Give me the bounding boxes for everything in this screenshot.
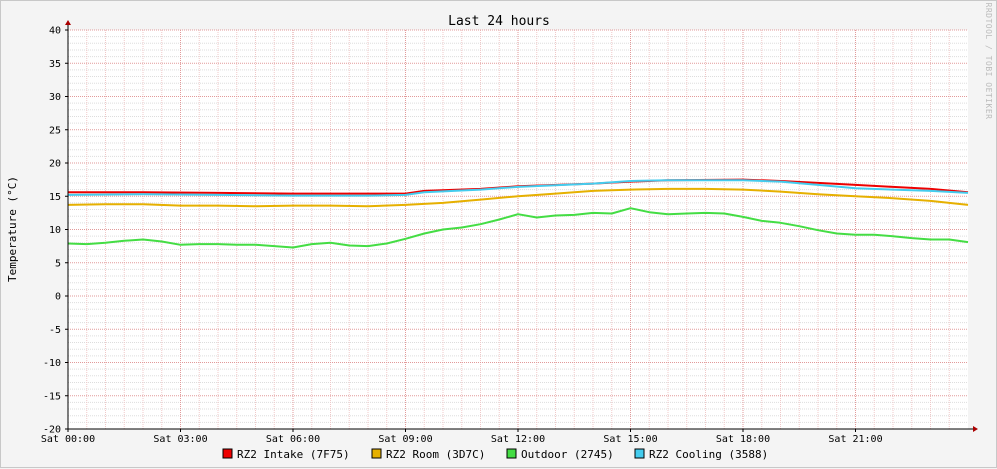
legend-label: Outdoor (2745) — [521, 448, 614, 461]
x-tick-label: Sat 12:00 — [491, 434, 545, 445]
y-tick-label: 30 — [49, 92, 61, 103]
x-tick-label: Sat 21:00 — [828, 434, 882, 445]
series-line-4 — [67, 179, 969, 197]
legend-label: RZ2 Cooling (3588) — [649, 448, 768, 461]
y-tick-label: 35 — [49, 59, 61, 70]
legend-label: RZ2 Intake (7F75) — [237, 448, 350, 461]
legend-swatch — [222, 448, 233, 459]
legend-item: RZ2 Cooling (3588) — [634, 448, 768, 461]
y-tick-label: -5 — [49, 325, 61, 336]
y-tick-label: 40 — [49, 26, 61, 37]
legend-label: RZ2 Room (3D7C) — [386, 448, 485, 461]
axes — [65, 20, 978, 432]
chart-title: Last 24 hours — [448, 14, 550, 29]
series-line-3 — [67, 207, 969, 249]
y-axis-arrow — [65, 20, 71, 25]
y-tick-label: 15 — [49, 192, 61, 203]
x-tick-labels: Sat 00:00 Sat 03:00 Sat 06:00 Sat 09:00 Sat … — [41, 429, 883, 445]
y-tick-label: 25 — [49, 125, 61, 136]
x-tick-label: Sat 15:00 — [603, 434, 657, 445]
legend-swatch — [506, 448, 517, 459]
y-tick-label: -10 — [43, 358, 61, 369]
y-tick-label: -20 — [43, 425, 61, 436]
x-tick-label: Sat 09:00 — [378, 434, 432, 445]
y-tick-labels: 40 35 30 25 20 15 10 5 0 -5 -10 -15 -20 — [43, 26, 68, 436]
y-tick-label: 5 — [55, 258, 61, 269]
y-tick-label: 10 — [49, 225, 61, 236]
x-tick-label: Sat 06:00 — [266, 434, 320, 445]
y-tick-label: 0 — [55, 292, 61, 303]
legend: RZ2 Intake (7F75) RZ2 Room (3D7C) Outdoor … — [222, 448, 768, 461]
watermark-text: RRDTOOL / TOBI OETIKER — [984, 3, 993, 120]
x-tick-label: Sat 00:00 — [41, 434, 95, 445]
legend-item: Outdoor (2745) — [506, 448, 614, 461]
legend-swatch — [634, 448, 645, 459]
y-tick-label: -15 — [43, 391, 61, 402]
y-axis-label: Temperature (°C) — [6, 176, 19, 282]
legend-swatch — [371, 448, 382, 459]
grid — [67, 29, 968, 430]
legend-item: RZ2 Room (3D7C) — [371, 448, 485, 461]
series-line-2 — [67, 187, 969, 208]
x-tick-label: Sat 03:00 — [153, 434, 207, 445]
legend-item: RZ2 Intake (7F75) — [222, 448, 350, 461]
series-lines — [67, 178, 969, 249]
x-tick-label: Sat 18:00 — [716, 434, 770, 445]
x-axis-arrow — [973, 426, 978, 432]
y-tick-label: 20 — [49, 159, 61, 170]
